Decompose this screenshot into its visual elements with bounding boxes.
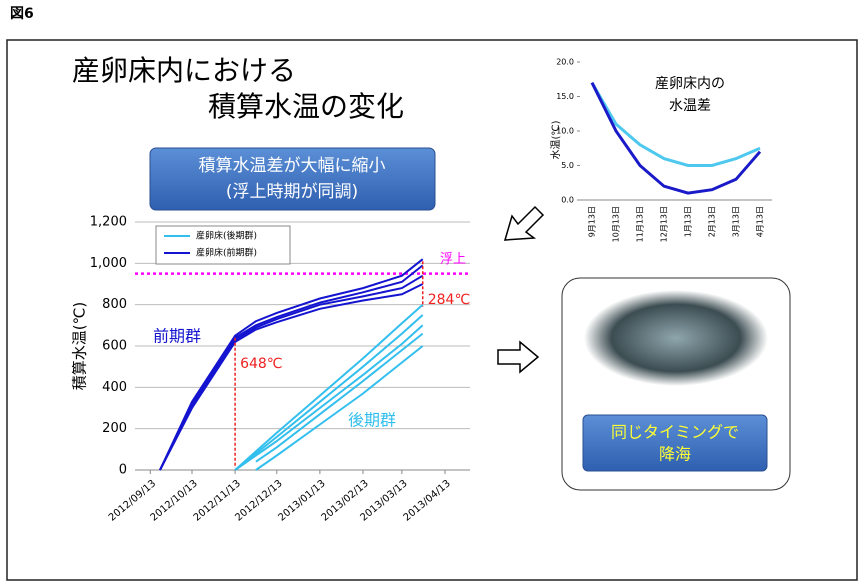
y-tick-label: 1,000 [90, 256, 127, 271]
y-tick-label: 20.0 [556, 58, 574, 67]
legend-label: 産卵床(後期群) [196, 230, 257, 242]
x-tick-label: 2月13日 [708, 206, 717, 237]
series-line [159, 283, 424, 471]
annotation: 648℃ [240, 356, 282, 372]
y-tick-label: 10.0 [556, 127, 574, 136]
photo-caption: 同じタイミングで [611, 423, 739, 442]
callout-box [149, 147, 436, 211]
y-tick-label: 0 [119, 463, 127, 478]
arrow [497, 205, 545, 374]
x-tick-label: 2013/04/13 [402, 478, 453, 523]
x-tick-label: 1月13日 [684, 206, 693, 237]
series-line [159, 274, 424, 471]
callout-text: 積算水温差が大幅に縮小 [199, 156, 386, 176]
y-tick-label: 15.0 [556, 92, 574, 101]
series-line [234, 303, 424, 471]
legend-box [155, 225, 291, 265]
annotation: 後期群 [348, 411, 396, 430]
y-axis-label: 水温(℃) [550, 120, 562, 159]
series-line [159, 264, 424, 471]
y-tick-label: 800 [102, 297, 127, 312]
x-tick-label: 3月13日 [732, 206, 741, 237]
inset-title: 水温差 [669, 98, 711, 114]
y-tick-label: 400 [102, 380, 127, 395]
y-tick-label: 600 [102, 339, 127, 354]
series-line [590, 81, 761, 167]
title-line: 積算水温の変化 [208, 90, 404, 123]
x-tick-label: 11月13日 [636, 206, 645, 242]
y-tick-label: 0.0 [561, 196, 574, 205]
annotation: 前期群 [153, 327, 201, 346]
series-line [590, 82, 762, 195]
y-tick-label: 200 [102, 421, 127, 436]
photo-caption-box [582, 414, 768, 472]
x-tick-label: 10月13日 [612, 206, 621, 242]
inset-title: 産卵床内の [655, 76, 725, 92]
series-line [255, 345, 424, 471]
annotation: 284℃ [428, 292, 470, 308]
series-line [159, 258, 424, 471]
frame [6, 39, 858, 581]
threshold-label: 浮上 [440, 252, 466, 267]
title-line: 産卵床内における [72, 54, 296, 87]
y-tick-label: 1,200 [90, 215, 127, 230]
x-tick-label: 4月13日 [756, 206, 765, 237]
x-tick-label: 12月13日 [660, 206, 669, 242]
photo-caption: 降海 [659, 445, 691, 464]
series-line [255, 332, 424, 463]
callout-text: (浮上時期が同調) [226, 182, 358, 202]
figure-label: 図6 [10, 6, 34, 22]
x-tick-label: 9月13日 [588, 206, 597, 237]
series-line [234, 314, 424, 471]
series-line [234, 324, 424, 471]
photo [584, 290, 768, 386]
y-tick-label: 5.0 [561, 161, 574, 170]
y-axis-label: 積算水温(℃) [71, 302, 89, 391]
legend-label: 産卵床(前期群) [196, 247, 257, 259]
